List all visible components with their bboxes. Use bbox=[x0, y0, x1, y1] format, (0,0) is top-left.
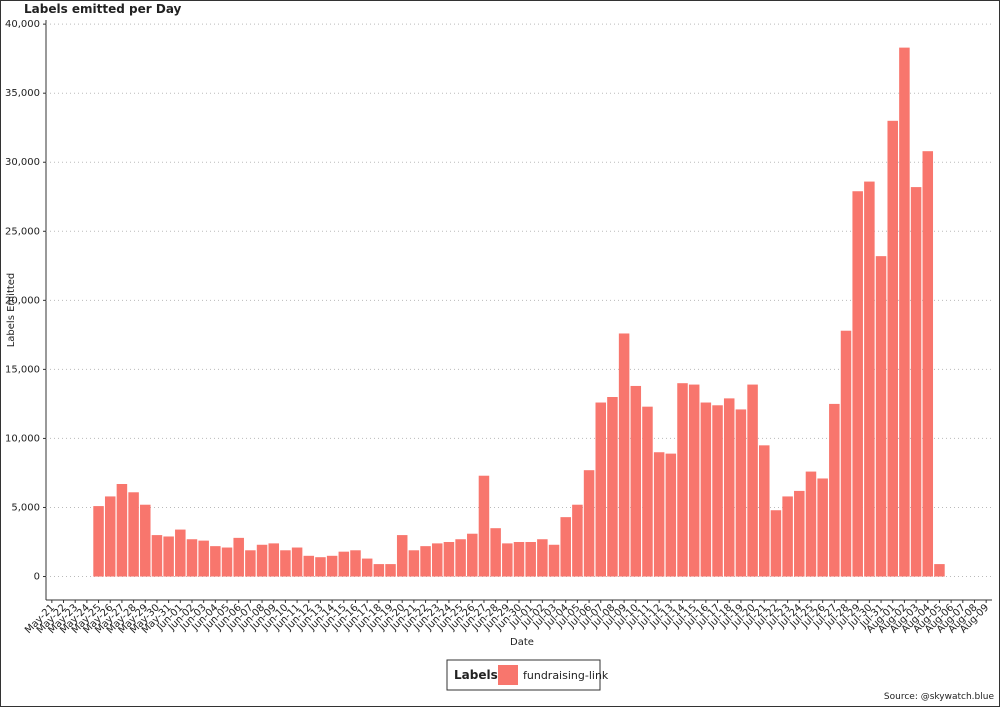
bar bbox=[490, 528, 501, 577]
bar bbox=[385, 564, 396, 577]
bar bbox=[677, 383, 688, 577]
bar bbox=[455, 539, 466, 577]
bar bbox=[186, 539, 198, 577]
legend-title: Labels bbox=[454, 668, 498, 682]
bar bbox=[525, 542, 536, 577]
y-tick-label: 10,000 bbox=[5, 433, 40, 444]
legend-swatch bbox=[498, 665, 518, 685]
legend-box bbox=[446, 659, 601, 691]
legend-label: fundraising-link bbox=[523, 669, 609, 682]
bar bbox=[700, 402, 712, 577]
bar bbox=[747, 384, 758, 577]
bar bbox=[759, 445, 770, 577]
x-axis-label: Date bbox=[510, 637, 534, 648]
bar bbox=[794, 490, 805, 577]
bar bbox=[537, 539, 548, 577]
y-tick-label: 25,000 bbox=[5, 226, 40, 237]
bar bbox=[513, 542, 525, 577]
y-tick-label: 20,000 bbox=[5, 295, 40, 306]
bar bbox=[840, 330, 852, 577]
bar bbox=[420, 546, 431, 577]
bar bbox=[735, 409, 747, 577]
bar bbox=[116, 484, 128, 577]
bar bbox=[548, 544, 560, 577]
bar bbox=[887, 120, 898, 577]
bar bbox=[163, 536, 174, 577]
bar bbox=[431, 543, 443, 577]
bar bbox=[934, 564, 945, 577]
y-tick-label: 35,000 bbox=[5, 88, 40, 99]
chart-title: Labels emitted per Day bbox=[24, 2, 182, 16]
bar bbox=[268, 543, 279, 577]
bar bbox=[642, 406, 653, 577]
bar bbox=[899, 47, 910, 577]
bar bbox=[618, 333, 630, 577]
bar bbox=[875, 256, 887, 577]
bar bbox=[829, 403, 840, 577]
y-tick-label: 30,000 bbox=[5, 157, 40, 168]
bar bbox=[478, 475, 490, 577]
y-tick-label: 5,000 bbox=[11, 502, 40, 513]
bar bbox=[361, 558, 373, 577]
bar bbox=[607, 397, 618, 577]
y-axis-label: Labels Emitted bbox=[6, 273, 17, 348]
bar bbox=[782, 496, 793, 577]
bar bbox=[864, 181, 875, 577]
bar bbox=[280, 550, 291, 577]
bar bbox=[128, 492, 139, 577]
bar bbox=[256, 544, 268, 577]
bar bbox=[140, 504, 151, 577]
bar bbox=[723, 398, 735, 577]
bar bbox=[805, 471, 817, 577]
bar bbox=[467, 533, 478, 577]
bar bbox=[350, 550, 361, 577]
bar bbox=[443, 542, 455, 577]
bar bbox=[221, 547, 233, 577]
bar bbox=[315, 557, 326, 577]
bar bbox=[817, 478, 828, 577]
bar bbox=[104, 496, 116, 577]
bar bbox=[175, 529, 186, 577]
bar bbox=[291, 547, 303, 577]
bar bbox=[502, 543, 513, 577]
y-tick-label: 15,000 bbox=[5, 364, 40, 375]
bar bbox=[396, 535, 408, 577]
bar bbox=[560, 517, 571, 577]
source: Source: @skywatch.blue bbox=[884, 692, 995, 702]
bar bbox=[303, 555, 315, 577]
bar bbox=[373, 564, 385, 577]
y-tick-label: 0 bbox=[34, 572, 40, 583]
bar bbox=[408, 550, 420, 577]
bar bbox=[712, 405, 723, 577]
bar bbox=[665, 453, 677, 577]
bar bbox=[233, 537, 244, 577]
y-tick-label: 40,000 bbox=[5, 19, 40, 30]
bar bbox=[922, 151, 934, 577]
bar bbox=[245, 550, 256, 577]
bar bbox=[595, 402, 607, 577]
bar bbox=[151, 535, 163, 577]
bar bbox=[583, 470, 595, 577]
bar bbox=[326, 555, 338, 577]
bar bbox=[910, 187, 922, 577]
bar bbox=[770, 510, 782, 577]
bar bbox=[572, 504, 583, 577]
bar bbox=[210, 546, 221, 577]
bar bbox=[630, 385, 642, 577]
bar bbox=[852, 191, 863, 577]
bar bbox=[338, 551, 350, 577]
bar bbox=[93, 506, 104, 577]
bar bbox=[653, 452, 665, 577]
bar bbox=[198, 540, 209, 577]
bar bbox=[688, 384, 700, 577]
